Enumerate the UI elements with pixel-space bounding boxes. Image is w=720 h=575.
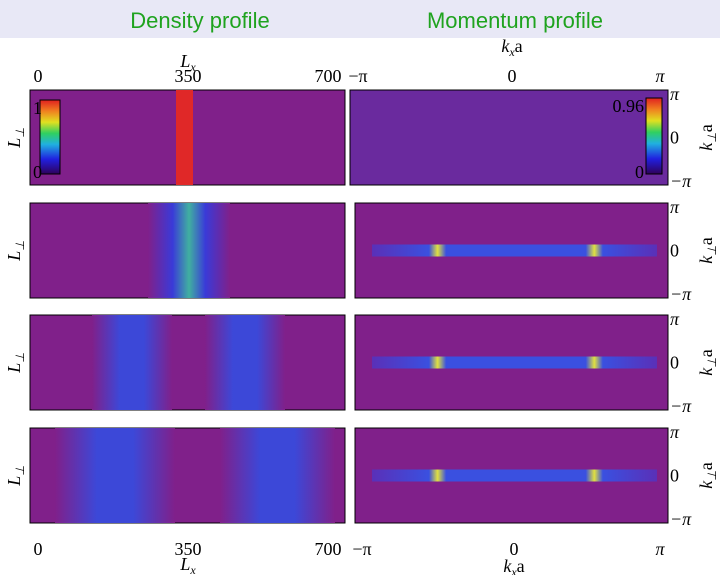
ky-label-part: a <box>696 237 716 245</box>
kx-label-bottom: kxa <box>503 556 524 575</box>
density-band <box>148 203 230 298</box>
colorbar <box>645 97 663 175</box>
y-label: L⊥ <box>4 240 27 261</box>
density-band <box>176 90 193 185</box>
ky-label: k⊥a <box>696 124 719 150</box>
y-label-part: ⊥ <box>13 465 27 475</box>
density-band <box>205 315 285 410</box>
density-band <box>55 428 175 523</box>
momentum-line <box>372 244 657 257</box>
ky-label-part: a <box>696 124 716 132</box>
density-panel <box>29 314 346 411</box>
tick: 350 <box>175 539 202 559</box>
momentum-panel <box>349 89 669 186</box>
ky-label-part: ⊥ <box>705 132 719 142</box>
ky-label-part: ⊥ <box>705 245 719 255</box>
tick: 350 <box>175 66 202 86</box>
y-label: L⊥ <box>4 352 27 373</box>
y-tick: π <box>670 197 680 217</box>
y-tick: −π <box>670 509 692 529</box>
y-tick: π <box>670 309 680 329</box>
y-tick: 0 <box>670 353 679 373</box>
y-label: L⊥ <box>4 465 27 486</box>
y-label-part: ⊥ <box>13 127 27 137</box>
y-tick: 0 <box>670 241 679 261</box>
y-label-part: L <box>4 363 24 374</box>
title-bar <box>0 0 720 38</box>
tick: 0 <box>34 66 43 86</box>
panels: L⊥π0−πk⊥aL⊥π0−πk⊥aL⊥π0−πk⊥aL⊥π0−πk⊥a100.… <box>4 84 719 529</box>
tick: π <box>655 539 665 559</box>
momentum-line <box>372 469 657 482</box>
tick: 0 <box>34 539 43 559</box>
ky-label: k⊥a <box>696 349 719 375</box>
left-title: Density profile <box>130 8 269 33</box>
tick: π <box>655 66 665 86</box>
ky-label-part: a <box>696 349 716 357</box>
density-band <box>92 315 172 410</box>
y-label-part: L <box>4 138 24 149</box>
tick: 0 <box>508 66 517 86</box>
y-tick: −π <box>670 284 692 304</box>
y-tick: π <box>670 422 680 442</box>
tick: 700 <box>315 539 342 559</box>
y-tick: −π <box>670 396 692 416</box>
colorbar-min: 0 <box>635 162 644 182</box>
y-tick: −π <box>670 171 692 191</box>
colorbar-max: 0.96 <box>613 96 645 116</box>
colorbar <box>39 99 61 175</box>
colorbar-min: 0 <box>33 162 42 182</box>
ky-label-part: ⊥ <box>705 357 719 367</box>
y-label-part: ⊥ <box>13 352 27 362</box>
ky-label-part: k <box>696 367 716 376</box>
ky-label-part: ⊥ <box>705 470 719 480</box>
ky-label-part: k <box>696 142 716 151</box>
ky-label-part: a <box>696 462 716 470</box>
right-title: Momentum profile <box>427 8 603 33</box>
y-tick: 0 <box>670 466 679 486</box>
y-label-part: L <box>4 251 24 262</box>
y-label-part: ⊥ <box>13 240 27 250</box>
ky-label-part: k <box>696 480 716 489</box>
x-label-bottom: Lx <box>179 554 196 575</box>
ky-label-part: k <box>696 255 716 264</box>
y-tick: π <box>670 84 680 104</box>
ky-label: k⊥a <box>696 237 719 263</box>
x-label-top: Lx <box>179 51 196 74</box>
kx-label-top: kxa <box>501 36 522 59</box>
y-label-part: L <box>4 476 24 487</box>
tick: 700 <box>315 66 342 86</box>
density-band <box>220 428 335 523</box>
ky-label: k⊥a <box>696 462 719 488</box>
y-label: L⊥ <box>4 127 27 148</box>
momentum-line <box>372 356 657 369</box>
tick: −π <box>352 539 371 559</box>
tick: 0 <box>510 539 519 559</box>
y-tick: 0 <box>670 128 679 148</box>
tick: −π <box>348 66 367 86</box>
colorbar-max: 1 <box>33 98 42 118</box>
